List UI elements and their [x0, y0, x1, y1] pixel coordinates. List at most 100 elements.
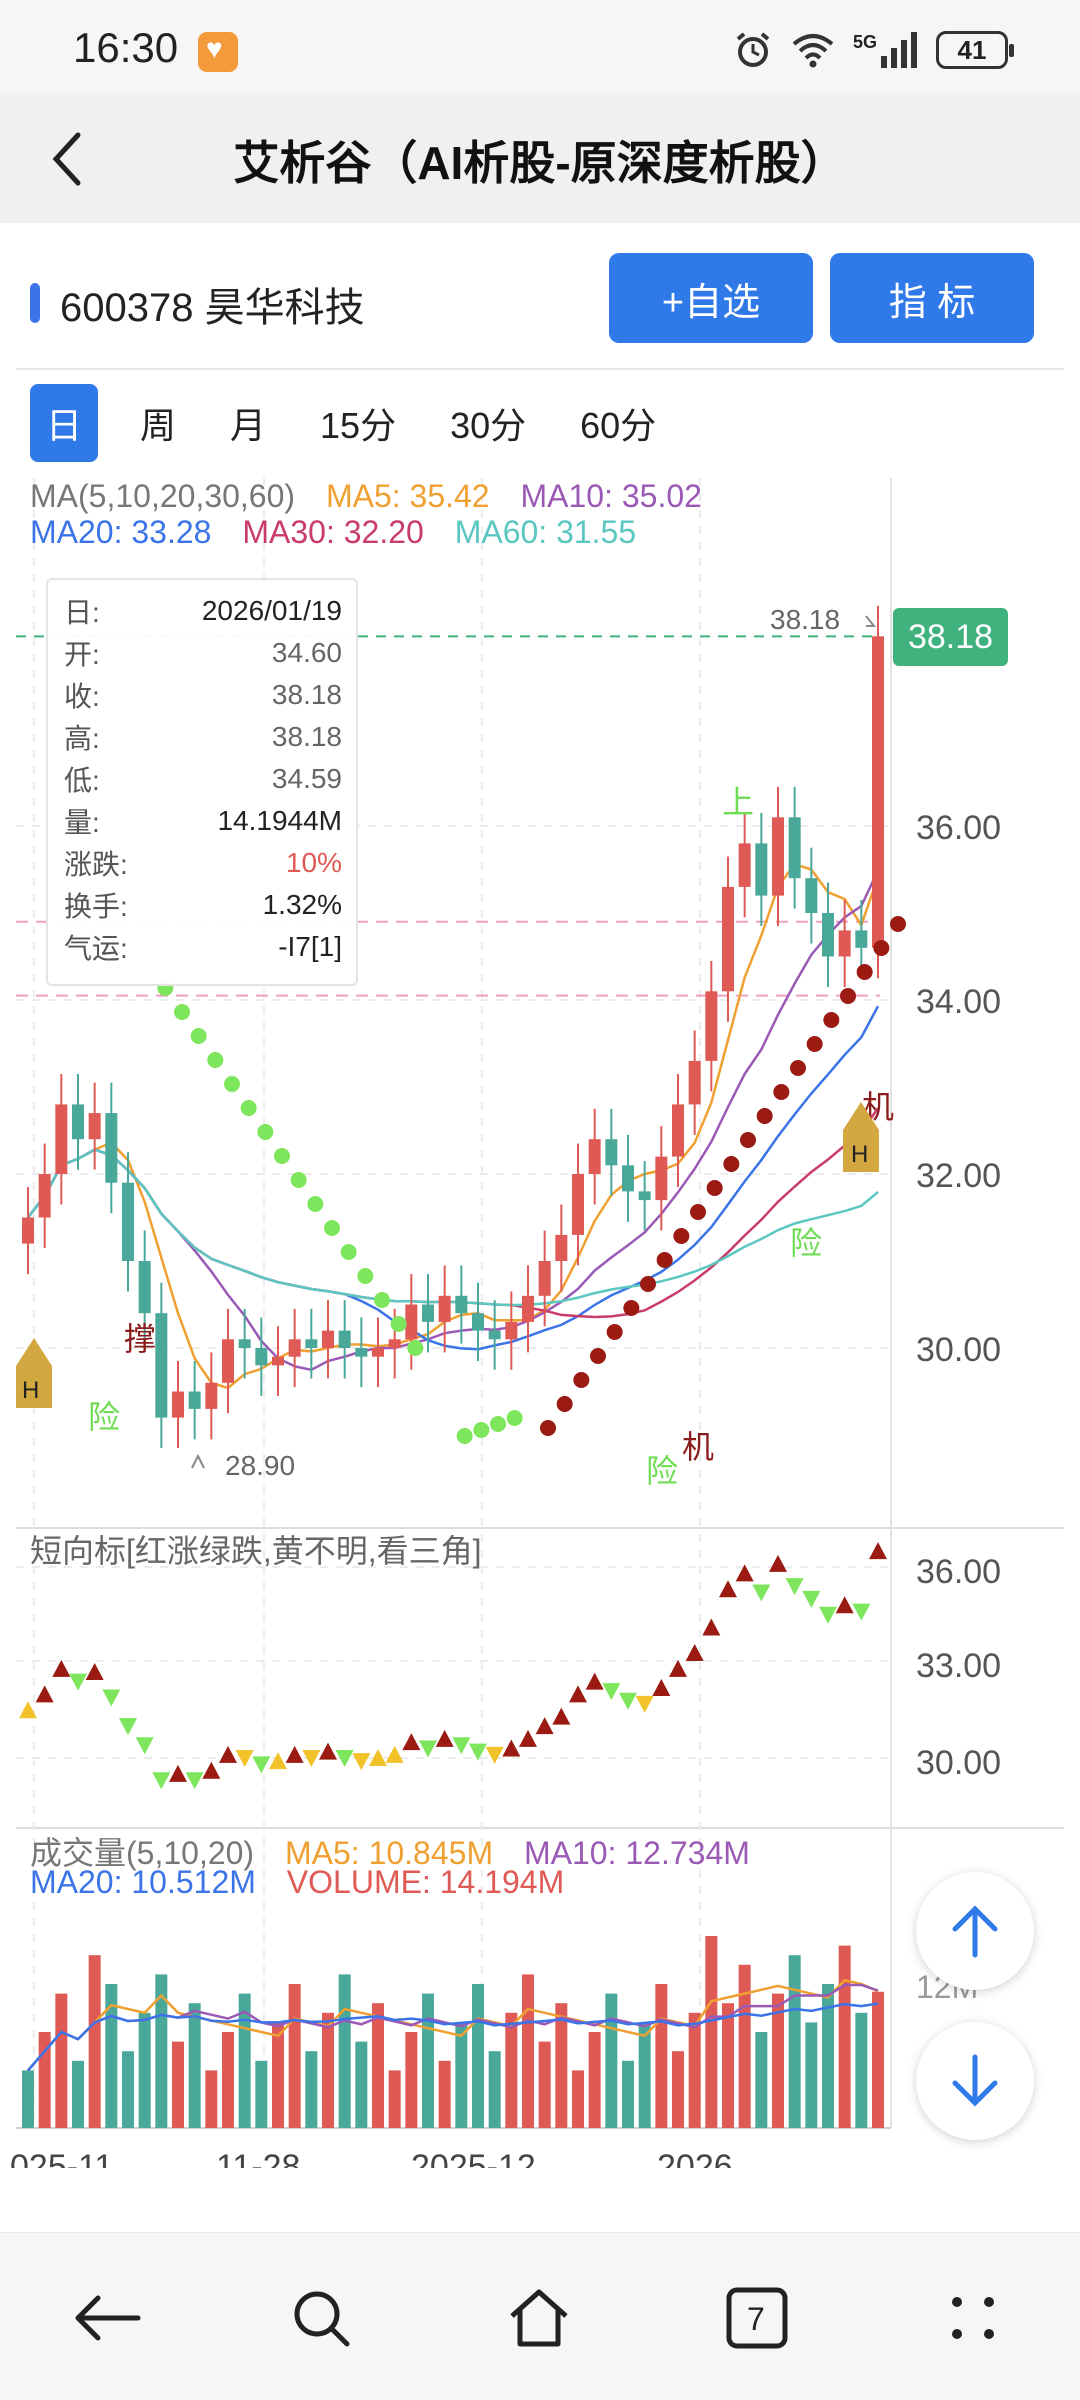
sar-dot-red — [690, 1204, 706, 1220]
sar-dot-green — [174, 1004, 190, 1020]
candle — [722, 886, 734, 992]
nav-back-button[interactable] — [62, 2273, 152, 2363]
sar-dot-red — [856, 964, 873, 980]
trend-triangle — [435, 1729, 454, 1747]
ma5-value: MA5: 35.42 — [325, 478, 490, 514]
back-button[interactable] — [30, 121, 106, 197]
candle — [488, 1330, 501, 1340]
candle — [255, 1348, 268, 1366]
scroll-down-button[interactable] — [916, 2022, 1034, 2140]
tab-60min[interactable]: 60分 — [580, 405, 657, 446]
volume-bar — [522, 1974, 534, 2128]
sar-dot-green — [207, 1052, 224, 1068]
trend-triangle — [635, 1695, 654, 1713]
volume-bar — [788, 1955, 801, 2128]
candle — [55, 1104, 68, 1174]
candle — [222, 1339, 234, 1383]
search-icon — [294, 2291, 350, 2347]
y-tick-30: 30.00 — [916, 1331, 1001, 1369]
sar-dot-red — [740, 1132, 756, 1148]
candle — [155, 1313, 168, 1418]
more-dots-icon — [952, 2297, 994, 2339]
candle — [205, 1382, 218, 1409]
stock-chart[interactable]: 36.00 34.00 32.00 30.00 36.00 33.00 30.0… — [0, 468, 1080, 2168]
ma60-line — [27, 1148, 879, 1307]
volume-bar — [838, 1945, 851, 2128]
vol-ma20-line — [27, 2002, 879, 2072]
volume-bar — [372, 2003, 384, 2128]
candle — [505, 1321, 518, 1340]
nav-menu-button[interactable] — [928, 2273, 1018, 2363]
volume-bar — [105, 1984, 118, 2128]
candle — [405, 1304, 418, 1340]
volume-bar — [638, 2022, 651, 2128]
stock-name: 600378 昊华科技 — [60, 286, 365, 330]
add-watchlist-button[interactable]: +自选 — [609, 253, 813, 343]
nav-home-button[interactable] — [494, 2273, 584, 2363]
sar-dot-green — [324, 1220, 340, 1236]
candle — [88, 1113, 101, 1140]
tab-day[interactable]: 日 — [30, 384, 98, 462]
tab-30min[interactable]: 30分 — [450, 405, 527, 446]
indicator-button[interactable]: 指 标 — [830, 253, 1034, 343]
wifi-icon — [792, 34, 834, 68]
candle — [188, 1391, 201, 1409]
tab-15min[interactable]: 15分 — [320, 405, 397, 446]
signal-icon — [881, 32, 917, 68]
sar-dot-red — [723, 1156, 740, 1172]
home-icon — [510, 2289, 568, 2347]
ma10-value: MA10: 35.02 — [520, 478, 702, 514]
sar-dot-green — [224, 1076, 240, 1092]
period-tabs: 日 周 月 15分 30分 60分 — [30, 384, 698, 462]
sar-dot-green — [374, 1292, 390, 1308]
trend-triangle — [285, 1745, 304, 1763]
tab-week[interactable]: 周 — [140, 405, 177, 446]
trend-triangle — [785, 1578, 804, 1596]
volume-bar — [72, 2060, 84, 2128]
y-tick-36: 36.00 — [916, 809, 1001, 847]
high-price-marker: 38.18 — [770, 604, 840, 635]
sar-dot-green — [307, 1196, 324, 1212]
page-title: 艾析谷（AI析股-原深度析股） — [233, 137, 847, 189]
nav-tabs-button[interactable]: 7 — [712, 2273, 802, 2363]
scroll-up-button[interactable] — [916, 1872, 1034, 1990]
trend-triangle — [835, 1596, 854, 1614]
volume-bar — [288, 1984, 301, 2128]
candle — [388, 1339, 401, 1348]
status-time: 16:30 — [73, 24, 179, 71]
trend-triangle — [719, 1580, 737, 1598]
trend-triangle — [652, 1678, 671, 1696]
volume-bar — [172, 2041, 184, 2128]
candle — [705, 991, 718, 1061]
x-label-dec: 2025-12 — [411, 2148, 536, 2168]
candle — [172, 1391, 184, 1418]
trend-triangle — [352, 1753, 371, 1771]
volume-bar — [122, 2051, 134, 2128]
nav-search-button[interactable] — [276, 2273, 366, 2363]
sar-dot-green — [340, 1244, 357, 1260]
trend-triangle — [852, 1603, 871, 1621]
trend-triangle — [302, 1750, 321, 1767]
candle — [272, 1356, 284, 1366]
volume-bar — [722, 2003, 734, 2128]
volume-bar — [305, 2051, 318, 2128]
x-label-nov: 025-11 — [10, 2148, 113, 2168]
candle — [472, 1313, 484, 1331]
sar-dot-red — [673, 1228, 690, 1244]
candle — [588, 1139, 601, 1174]
trend-triangle — [735, 1564, 754, 1582]
sar-dot-red — [806, 1036, 823, 1052]
sar-dot-red — [656, 1252, 673, 1268]
trend-triangle — [469, 1743, 487, 1761]
volume-bar — [738, 1964, 751, 2128]
candle — [605, 1139, 618, 1166]
arrow-up-icon — [952, 1905, 998, 1958]
trend-triangle — [85, 1663, 104, 1681]
trend-triangle — [752, 1584, 771, 1602]
battery-icon: 41 — [936, 31, 1014, 69]
tab-month[interactable]: 月 — [230, 405, 267, 446]
volume-bar — [855, 2012, 868, 2128]
trend-triangle — [385, 1745, 404, 1763]
volume-bar — [755, 2032, 768, 2128]
sar-dot-red — [773, 1084, 790, 1100]
